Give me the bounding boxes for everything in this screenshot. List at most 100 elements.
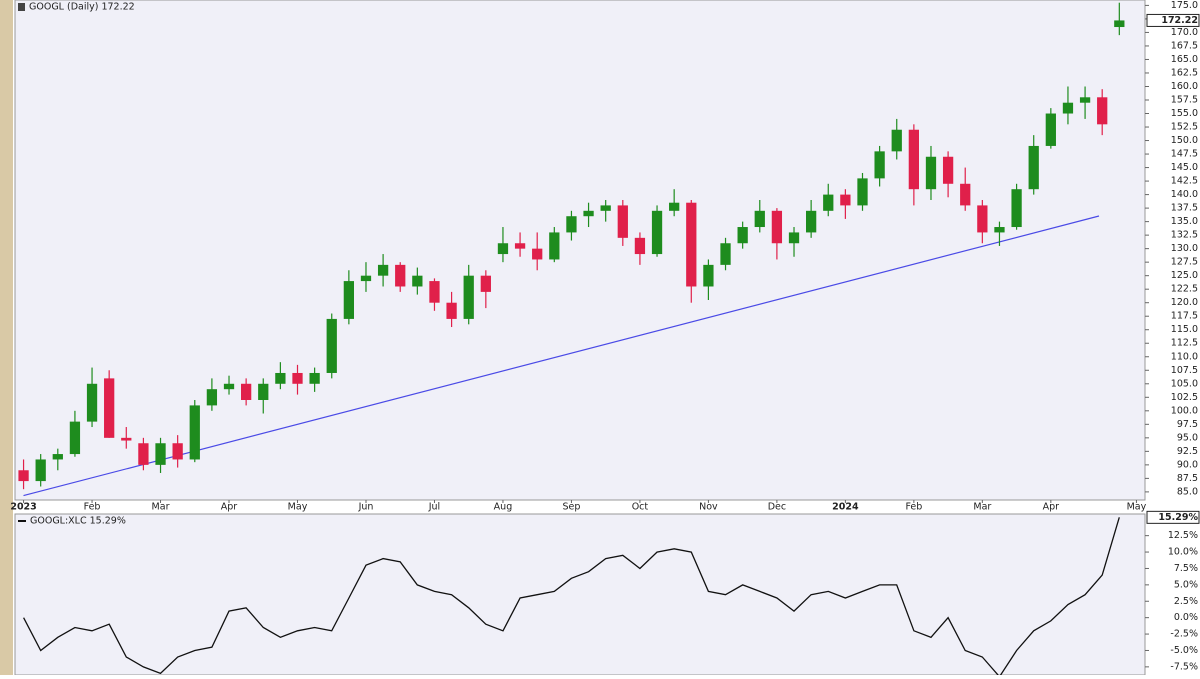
y-tick-label: 122.5 xyxy=(1171,284,1198,295)
candle-body xyxy=(857,178,868,206)
x-tick-label: Aug xyxy=(494,502,513,513)
y-tick-label: 85.0 xyxy=(1177,486,1198,497)
x-tick-label: 2023 xyxy=(10,502,36,513)
y-tick-label: 167.5 xyxy=(1171,40,1198,51)
candle-body xyxy=(617,205,628,238)
candle-body xyxy=(189,405,200,460)
ratio-line xyxy=(23,517,1120,675)
y-tick-label: 100.0 xyxy=(1171,405,1198,416)
candle-body xyxy=(377,264,389,276)
left-strip xyxy=(0,0,13,675)
candle-body xyxy=(155,443,166,465)
candle-body xyxy=(942,156,954,184)
y-tick-label: 97.5 xyxy=(1177,419,1198,430)
candle-body xyxy=(395,264,406,287)
candle-body xyxy=(1045,113,1056,146)
candle-body xyxy=(686,202,697,287)
x-tick-label: Oct xyxy=(632,502,649,513)
candle-body xyxy=(121,437,132,441)
y-tick-label: 90.0 xyxy=(1177,459,1198,470)
y-tick-label: 95.0 xyxy=(1177,432,1198,443)
x-tick-label: Feb xyxy=(905,502,922,513)
candle-body xyxy=(1062,102,1074,114)
candle-body xyxy=(138,443,149,465)
y-tick-label: 110.0 xyxy=(1171,351,1198,362)
candle-body xyxy=(360,275,372,282)
y-tick-label: 147.5 xyxy=(1171,149,1198,160)
x-tick-label: Jun xyxy=(358,502,374,513)
candle-body xyxy=(35,459,46,482)
x-tick-label: 2024 xyxy=(832,502,859,513)
trendline xyxy=(23,215,1100,497)
candle-body xyxy=(292,372,303,384)
y-tick-label: -2.5% xyxy=(1170,629,1198,640)
candle-body xyxy=(497,243,509,255)
candle-body xyxy=(806,210,817,233)
last-value-tag xyxy=(1146,510,1200,524)
y-tick-label: 112.5 xyxy=(1171,338,1198,349)
y-tick-label: 145.0 xyxy=(1171,162,1198,173)
candle-body xyxy=(771,210,783,244)
y-tick-label: 142.5 xyxy=(1171,176,1198,187)
candle-body xyxy=(754,210,765,228)
y-tick-label: 115.0 xyxy=(1171,324,1198,335)
candle-body xyxy=(412,275,423,287)
x-tick-label: Jul xyxy=(428,502,440,513)
candle-body xyxy=(309,372,320,384)
y-tick-label: 120.0 xyxy=(1171,297,1198,308)
candle-body xyxy=(18,470,29,482)
y-tick-label: 127.5 xyxy=(1171,257,1198,268)
y-tick-label: 5.0% xyxy=(1174,579,1198,590)
y-tick-label: 152.5 xyxy=(1171,122,1198,133)
y-tick-label: 135.0 xyxy=(1171,216,1198,227)
candle-body xyxy=(840,194,851,206)
candle-body xyxy=(532,248,543,260)
y-tick-label: 12.5% xyxy=(1168,530,1198,541)
x-tick-label: Nov xyxy=(699,502,718,513)
last-price-label: 172.22 xyxy=(1161,15,1198,26)
y-tick-label: 107.5 xyxy=(1171,365,1198,376)
y-tick-label: 170.0 xyxy=(1171,27,1198,38)
candle-body xyxy=(514,243,526,249)
y-tick-label: 165.0 xyxy=(1171,54,1198,65)
candle-body xyxy=(669,202,680,211)
candle-body xyxy=(241,383,252,400)
y-tick-label: 87.5 xyxy=(1177,473,1198,484)
candle-body xyxy=(69,421,81,455)
x-tick-label: Dec xyxy=(768,502,786,513)
candle-body xyxy=(172,443,183,460)
y-tick-label: 130.0 xyxy=(1171,243,1198,254)
y-tick-label: 102.5 xyxy=(1171,392,1198,403)
candle-body xyxy=(206,389,218,406)
x-tick-label: Apr xyxy=(221,502,238,513)
x-tick-label: Sep xyxy=(562,502,580,513)
candle-body xyxy=(1097,97,1108,125)
candle-body xyxy=(566,216,577,233)
y-tick-label: 137.5 xyxy=(1171,203,1198,214)
candle-body xyxy=(651,210,663,255)
y-tick-label: 10.0% xyxy=(1168,547,1198,558)
y-tick-label: 105.0 xyxy=(1171,378,1198,389)
candle-body xyxy=(788,232,800,244)
candle-body xyxy=(1011,189,1022,228)
candle-body xyxy=(549,232,560,260)
y-tick-label: 132.5 xyxy=(1171,230,1198,241)
candle-body xyxy=(275,372,286,384)
y-tick-label: 2.5% xyxy=(1174,596,1198,607)
candle-body xyxy=(258,383,269,400)
candle-body xyxy=(874,151,885,179)
candle-body xyxy=(703,264,714,287)
x-tick-label: May xyxy=(288,502,308,513)
candle-body xyxy=(908,129,919,190)
candle-body xyxy=(737,227,748,244)
x-tick-label: Apr xyxy=(1043,502,1060,513)
x-tick-label: May xyxy=(1127,502,1147,513)
candle-body xyxy=(1114,20,1125,28)
y-tick-label: -7.5% xyxy=(1170,661,1198,672)
candle-body xyxy=(429,281,440,303)
candle-body xyxy=(1028,145,1039,190)
candle-body xyxy=(891,129,902,152)
y-tick-label: 150.0 xyxy=(1171,135,1198,146)
y-tick-label: 92.5 xyxy=(1177,446,1198,457)
